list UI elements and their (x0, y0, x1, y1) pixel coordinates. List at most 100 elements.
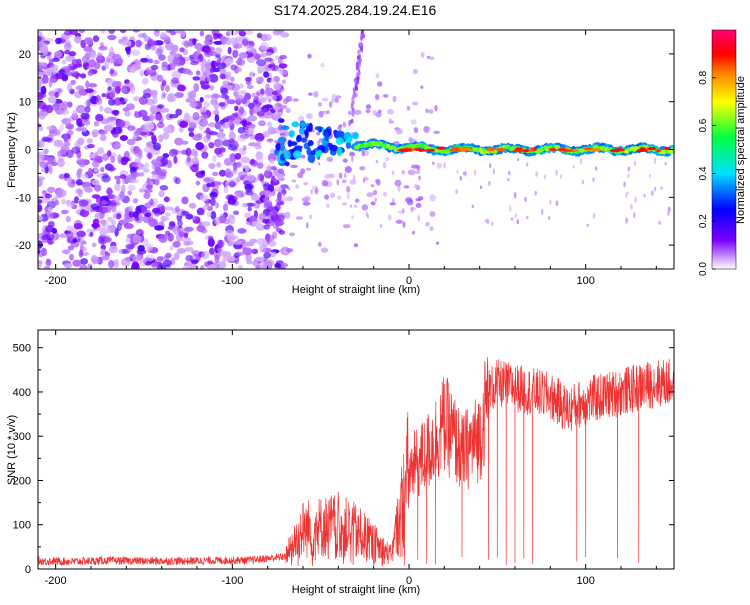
heatmap-cell (286, 196, 293, 202)
heatmap-cell (200, 194, 209, 202)
heatmap-cell (365, 104, 372, 110)
heatmap-cell (634, 196, 637, 203)
heatmap-cell (232, 240, 243, 245)
heatmap-cell (255, 256, 265, 262)
heatmap-cell (222, 80, 228, 88)
heatmap-cell (192, 215, 197, 221)
heatmap-cell (217, 246, 223, 254)
snr-y-tick-label: 500 (13, 343, 31, 355)
heatmap-cell (248, 128, 254, 135)
heatmap-cell (148, 89, 159, 95)
heatmap-cell (433, 130, 440, 134)
heatmap-cell (281, 188, 287, 195)
heatmap-cell (127, 184, 136, 191)
heatmap-cell (239, 133, 250, 139)
heatmap-cell (265, 51, 273, 56)
heatmap-cell (353, 204, 358, 208)
heatmap-cell (101, 93, 106, 98)
heatmap-cell (180, 210, 190, 216)
heatmap-cell (116, 222, 122, 232)
heatmap-cell (432, 161, 435, 165)
heatmap-cell (179, 47, 185, 53)
heatmap-cell (128, 211, 135, 218)
heatmap-cell (228, 30, 239, 36)
heatmap-cell (242, 145, 247, 151)
heatmap-cell (308, 92, 313, 96)
heatmap-cell (157, 74, 164, 83)
snr-y-tick-label: 200 (13, 475, 31, 487)
heatmap-cell (310, 189, 313, 195)
heatmap-cell (526, 215, 529, 220)
heatmap-cell (244, 212, 252, 220)
heatmap-cell (375, 72, 380, 79)
heatmap-cell (639, 147, 646, 151)
heatmap-cell (246, 84, 254, 90)
heatmap-cell (212, 155, 217, 163)
heatmap-cell (229, 130, 235, 140)
heatmap-cell (207, 264, 216, 269)
heatmap-cell (56, 142, 65, 147)
heatmap-cell (365, 211, 369, 217)
heatmap-cell (125, 243, 135, 250)
heatmap-cell (274, 55, 280, 60)
heatmap-cell (224, 158, 232, 166)
heatmap-cell (171, 77, 180, 84)
heatmap-cell (142, 93, 152, 99)
heatmap-cell (516, 158, 520, 162)
heatmap-cell (355, 62, 359, 68)
heatmap-cell (172, 225, 182, 235)
heatmap-cell (128, 205, 134, 212)
heatmap-cell (41, 75, 49, 84)
heatmap-cell (93, 61, 101, 70)
heatmap-cell (216, 261, 227, 269)
heatmap-cell (196, 207, 205, 216)
heatmap-cell (99, 206, 109, 214)
heatmap-cell (403, 185, 410, 189)
heatmap-cell (183, 112, 190, 122)
heatmap-cell (142, 238, 149, 247)
heatmap-cell (130, 171, 140, 178)
heatmap-cell (38, 110, 46, 120)
heatmap-cell (98, 130, 108, 135)
heatmap-cell (105, 228, 112, 234)
heatmap-cell (148, 58, 154, 64)
heatmap-cell (510, 217, 514, 221)
heatmap-cell (259, 264, 270, 269)
heatmap-cell (151, 174, 157, 179)
heatmap-cell (195, 70, 201, 76)
heatmap-cell (306, 222, 309, 229)
heatmap-cell (140, 57, 149, 63)
heatmap-cell (348, 110, 352, 116)
heatmap-cell (217, 239, 224, 249)
heatmap-cell (78, 249, 84, 258)
heatmap-cell (265, 166, 271, 172)
snr-y-axis-label: SNR (10 * v/v) (6, 415, 18, 485)
heatmap-cell (534, 190, 537, 196)
heatmap-cell (251, 194, 260, 201)
heatmap-cell (318, 241, 322, 247)
heatmap-cell (251, 92, 256, 98)
heatmap-cell (60, 109, 69, 115)
heatmap-cell (63, 50, 71, 55)
heatmap-cell (336, 179, 339, 186)
snr-x-tick-label: 0 (406, 575, 412, 587)
heatmap-cell (149, 149, 156, 154)
heatmap-cell (58, 173, 66, 180)
heatmap-cell (108, 30, 116, 34)
heatmap-cell (271, 90, 279, 96)
heatmap-cell (202, 205, 209, 210)
heatmap-cell (73, 223, 84, 230)
heatmap-cell (633, 160, 637, 166)
heatmap-cell (233, 43, 243, 49)
heatmap-cell (342, 224, 351, 229)
heatmap-cell (153, 59, 160, 65)
heatmap-cell (295, 184, 299, 189)
heatmap-cell (434, 105, 438, 112)
spectrogram-y-tick-label: 10 (19, 97, 31, 109)
heatmap-cell (524, 197, 527, 202)
heatmap-cell (317, 102, 322, 107)
heatmap-cell (94, 151, 99, 159)
heatmap-cell (206, 211, 212, 218)
heatmap-cell (81, 173, 89, 180)
heatmap-cell (321, 179, 328, 187)
